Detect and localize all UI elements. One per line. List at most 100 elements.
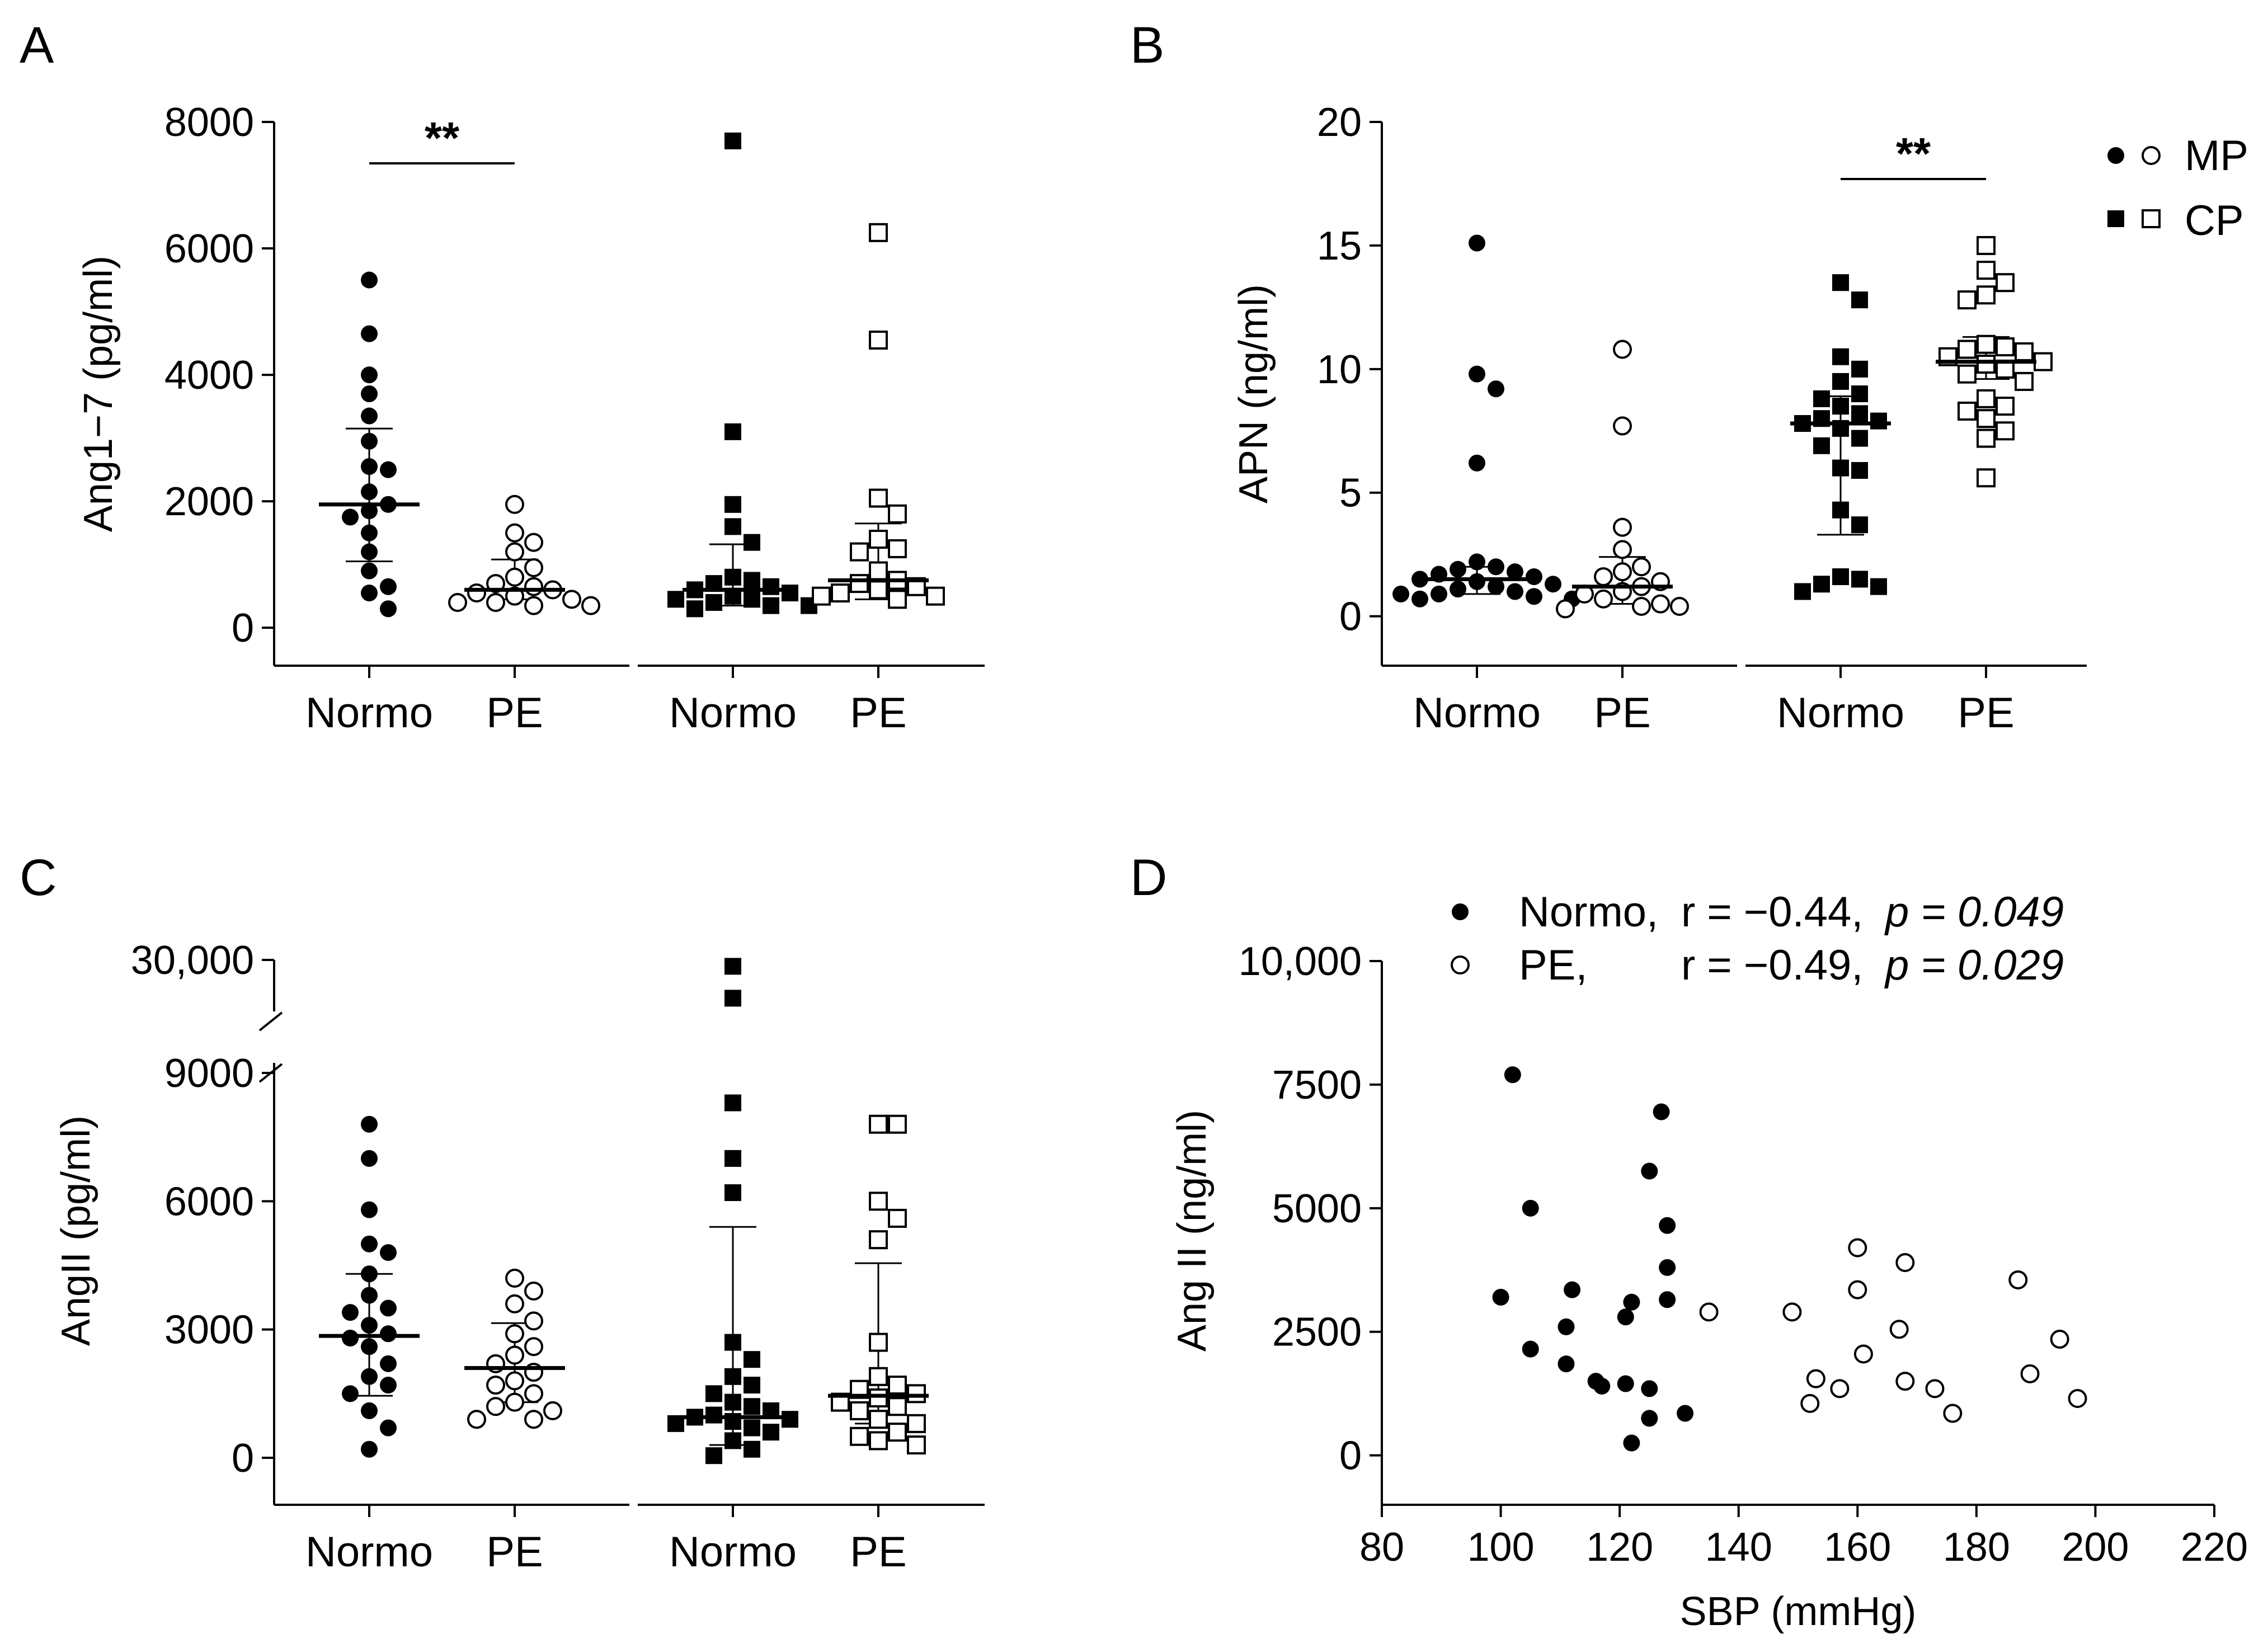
panel-b-data-point bbox=[1613, 340, 1632, 359]
panel-b-data-point bbox=[1545, 576, 1561, 593]
panel-a-data-point bbox=[361, 325, 378, 342]
panel-c-data-point bbox=[543, 1401, 562, 1420]
panel-d-data-point-pe bbox=[1895, 1372, 1915, 1391]
panel-b-data-point bbox=[1469, 365, 1485, 383]
panel-c-data-point bbox=[888, 1114, 907, 1134]
panel-b-data-point bbox=[1431, 585, 1447, 602]
panel-b-data-point bbox=[1832, 459, 1849, 477]
panel-a-data-point bbox=[361, 543, 378, 561]
panel-c-data-point bbox=[724, 1334, 741, 1351]
panel-c-y-tick-label: 30,000 bbox=[131, 938, 254, 983]
panel-c-data-point bbox=[869, 1332, 888, 1352]
panel-c-data-point bbox=[380, 1299, 397, 1317]
panel-b-data-point bbox=[1870, 412, 1887, 430]
panel-a-data-point bbox=[361, 562, 378, 580]
panel-c-data-point bbox=[342, 1385, 359, 1402]
panel-c-data-point bbox=[380, 1325, 397, 1343]
panel-a-data-point bbox=[763, 578, 779, 595]
panel-b-data-point bbox=[2015, 371, 2034, 391]
panel-a-data-point bbox=[361, 458, 378, 475]
panel-b-data-point bbox=[1958, 290, 1977, 310]
panel-c-data-point bbox=[361, 1150, 378, 1167]
legend-cp-filled-square-marker bbox=[2107, 210, 2124, 227]
panel-c-data-point bbox=[361, 1440, 378, 1458]
panel-a-data-point bbox=[505, 542, 524, 562]
panel-b-data-point bbox=[1958, 401, 1977, 421]
panel-b-data-point bbox=[1832, 348, 1849, 365]
panel-b-data-point bbox=[1977, 335, 1996, 354]
panel-c-data-point bbox=[380, 1244, 397, 1261]
panel-c-data-point bbox=[361, 1235, 378, 1253]
panel-a-data-point bbox=[744, 534, 760, 551]
panel-b-category-label: Normo bbox=[1413, 689, 1541, 737]
panel-d-chart: 0 2500 5000 7500 10,000 80 100 120 140 160 180 200 2… bbox=[1170, 888, 2248, 1634]
panel-c-data-point bbox=[724, 990, 741, 1007]
panel-c-data-point bbox=[888, 1423, 907, 1442]
panel-c-data-point bbox=[505, 1324, 524, 1344]
panel-b-data-point bbox=[1488, 578, 1504, 595]
panel-d-legend-stat: r = −0.44, bbox=[1681, 888, 1863, 936]
panel-d-data-point-normo bbox=[1522, 1199, 1539, 1217]
panel-c-data-point bbox=[505, 1371, 524, 1391]
panel-b-data-point bbox=[1507, 563, 1523, 581]
panel-c-data-point bbox=[744, 1351, 760, 1368]
panel-b-data-point bbox=[1996, 273, 2015, 293]
panel-d-data-point-pe bbox=[1848, 1238, 1867, 1258]
panel-b-data-point bbox=[1613, 562, 1632, 582]
panel-d-data-point-pe bbox=[1889, 1320, 1909, 1339]
panel-a-data-point bbox=[448, 592, 467, 612]
panel-a-data-point bbox=[831, 583, 850, 603]
panel-a-data-point bbox=[888, 590, 907, 609]
panel-c-data-point bbox=[869, 1114, 888, 1134]
panel-b-data-point bbox=[1977, 409, 1996, 429]
panel-a-data-point bbox=[361, 366, 378, 384]
panel-c-data-point bbox=[869, 1192, 888, 1211]
panel-c-data-point bbox=[486, 1397, 505, 1416]
panel-d-data-point-normo bbox=[1641, 1162, 1658, 1180]
panel-a-data-point bbox=[361, 585, 378, 602]
panel-c-data-point bbox=[724, 1094, 741, 1112]
panel-b-data-point bbox=[1411, 590, 1428, 608]
panel-a-data-point bbox=[888, 504, 907, 524]
panel-c-data-point bbox=[342, 1304, 359, 1321]
panel-c-data-point bbox=[361, 1115, 378, 1133]
panel-b-data-point bbox=[1651, 594, 1670, 614]
panel-b-data-point bbox=[1832, 568, 1849, 585]
panel-d-x-tick-label: 140 bbox=[1705, 1525, 1772, 1570]
panel-c-data-point bbox=[505, 1345, 524, 1365]
panel-b-y-tick-label: 5 bbox=[1339, 471, 1362, 516]
panel-a-category-label: Normo bbox=[669, 689, 797, 737]
panel-c-axis-break-mark bbox=[258, 1011, 283, 1032]
panel-c-data-point bbox=[888, 1376, 907, 1395]
panel-b-data-point bbox=[1977, 285, 1996, 305]
panel-a-data-point bbox=[850, 574, 869, 594]
panel-d-data-point-pe bbox=[1806, 1369, 1825, 1388]
panel-a-data-point bbox=[724, 132, 741, 149]
panel-b-data-point bbox=[1851, 405, 1868, 422]
panel-d-legend-stat: r = −0.49, bbox=[1681, 941, 1863, 989]
panel-a-data-point bbox=[505, 495, 524, 514]
panel-c-data-point bbox=[869, 1230, 888, 1250]
panel-a-data-point bbox=[724, 518, 741, 535]
panel-d-data-point-normo bbox=[1659, 1217, 1676, 1234]
legend-mp-open-circle-marker bbox=[2142, 146, 2161, 165]
panel-a-data-point bbox=[869, 580, 888, 600]
panel-d-x-tick-label: 80 bbox=[1359, 1525, 1404, 1570]
panel-c-data-point bbox=[869, 1410, 888, 1429]
panel-a-data-point bbox=[562, 590, 581, 609]
panel-b-data-point bbox=[1832, 398, 1849, 415]
panel-b-data-point bbox=[1469, 573, 1485, 590]
panel-c-y-tick-label: 9000 bbox=[164, 1051, 254, 1096]
panel-b-data-point bbox=[1851, 462, 1868, 479]
panel-a-y-tick-label: 0 bbox=[232, 606, 254, 651]
panel-d-legend-marker bbox=[1452, 903, 1469, 920]
panel-b-data-point bbox=[1813, 576, 1830, 593]
panel-c-category-label: Normo bbox=[669, 1528, 797, 1576]
panel-c-data-point bbox=[524, 1384, 543, 1404]
panel-a-data-point bbox=[380, 600, 397, 618]
panel-letter-d: D bbox=[1130, 849, 1167, 906]
panel-d-data-point-normo bbox=[1564, 1281, 1581, 1298]
panel-a-data-point bbox=[467, 583, 486, 603]
panel-b-data-point bbox=[1594, 589, 1613, 609]
panel-b-data-point bbox=[1526, 588, 1542, 605]
